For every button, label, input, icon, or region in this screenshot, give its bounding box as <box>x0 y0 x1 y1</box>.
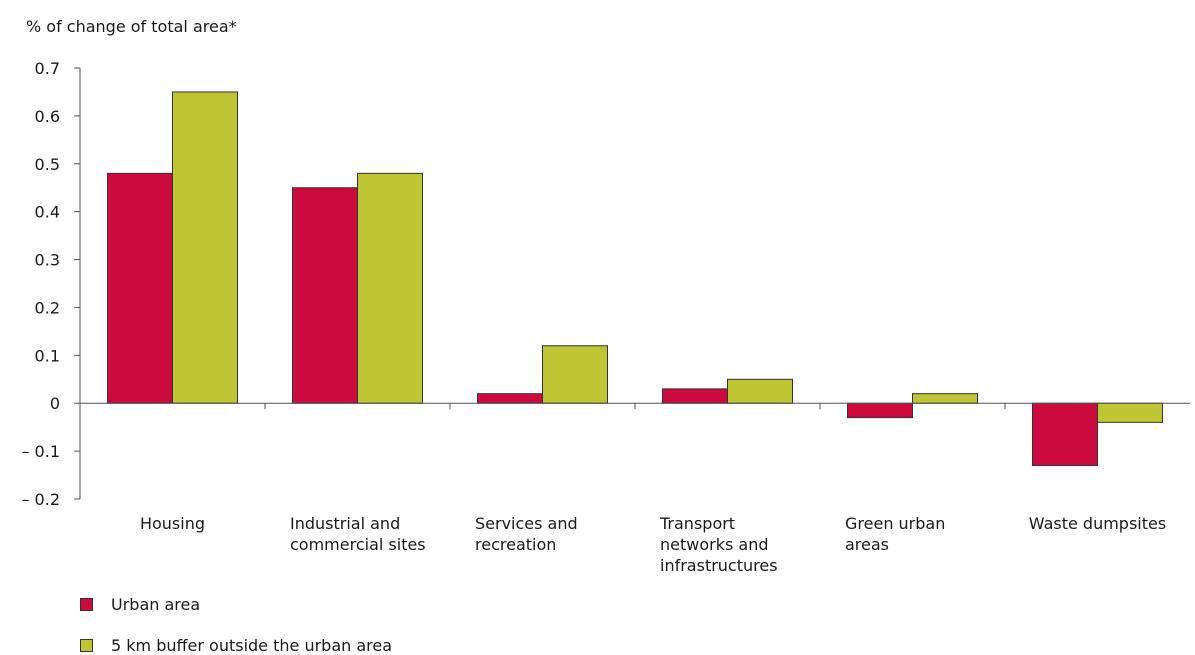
x-tick-label: Industrial and commercial sites <box>290 514 426 554</box>
bar-buffer <box>1097 402 1163 423</box>
bar-buffer <box>172 91 238 404</box>
y-tick-label: – 0.1 <box>21 442 60 461</box>
legend-swatch-buffer <box>80 638 93 652</box>
y-axis-title: % of change of total area* <box>26 17 237 36</box>
y-tick-label: 0.7 <box>35 59 60 78</box>
x-tick-label: Green urban areas <box>845 514 945 554</box>
x-tick-label: Waste dumpsites <box>1029 514 1166 533</box>
bar-buffer <box>727 378 793 404</box>
bar-urban-area <box>1032 402 1098 466</box>
y-tick-label: 0.6 <box>35 107 60 126</box>
legend-item-urban-area: Urban area <box>80 594 200 614</box>
legend-label-urban-area: Urban area <box>111 594 201 614</box>
bar-buffer <box>912 393 978 404</box>
x-tick-label: Services and recreation <box>475 514 578 554</box>
bar-urban-area <box>477 393 543 404</box>
y-tick-label: 0 <box>50 394 60 413</box>
legend-item-buffer: 5 km buffer outside the urban area <box>80 635 392 655</box>
y-axis: 0.7 0.6 0.5 0.4 0.3 0.2 0.1 0 – 0.1 – 0.2 <box>21 59 81 509</box>
legend-swatch-urban-area <box>80 597 93 611</box>
bar-urban-area <box>292 187 358 404</box>
bar-urban-area <box>847 402 913 419</box>
bar-buffer <box>357 172 423 404</box>
x-tick-label: Transport networks and infrastructures <box>659 514 778 575</box>
x-tick-label: Housing <box>140 514 205 533</box>
x-axis: Housing Industrial and commercial sites Ser… <box>80 402 1190 575</box>
bar-urban-area <box>107 172 173 404</box>
y-tick-label: 0.5 <box>35 155 60 174</box>
bars <box>107 91 1163 466</box>
y-tick-label: 0.4 <box>35 203 60 222</box>
y-tick-label: 0.3 <box>35 251 60 270</box>
y-tick-label: – 0.2 <box>21 490 60 509</box>
legend-label-buffer: 5 km buffer outside the urban area <box>111 635 393 655</box>
bar-buffer <box>542 345 608 404</box>
y-tick-label: 0.2 <box>35 298 60 317</box>
y-tick-label: 0.1 <box>35 346 60 365</box>
bar-urban-area <box>662 388 728 404</box>
